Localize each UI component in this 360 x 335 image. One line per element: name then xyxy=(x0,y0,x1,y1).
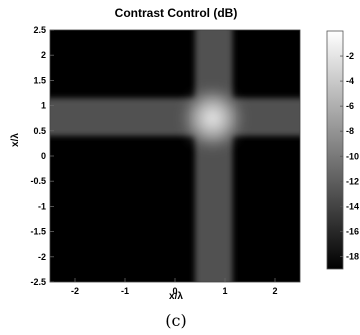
colorbar-ticks: -2 -4 -6 -8 -10 -12 -14 -16 -18 xyxy=(340,51,359,261)
heatmap-background xyxy=(50,30,300,282)
y-tick-label: 1 xyxy=(41,101,46,111)
colorbar-tick-label: -10 xyxy=(346,151,359,161)
y-tick-label: -1 xyxy=(38,201,46,211)
colorbar-tick-label: -12 xyxy=(346,176,359,186)
y-axis-label: x/λ xyxy=(10,133,21,147)
colorbar-tick-label: -14 xyxy=(346,201,359,211)
y-tick-label: -1.5 xyxy=(30,227,46,237)
y-tick-label: 0 xyxy=(41,151,46,161)
colorbar-tick-label: -4 xyxy=(346,76,354,86)
colorbar xyxy=(326,30,344,270)
x-tick-label: 1 xyxy=(222,286,227,296)
x-tick-label: 2 xyxy=(272,286,277,296)
heatmap-spot-peak xyxy=(200,106,225,130)
x-tick-label: 0 xyxy=(172,286,177,296)
y-tick-label: -2 xyxy=(38,252,46,262)
heatmap-band-horizontal xyxy=(50,98,300,136)
x-axis-ticks: -2 -1 0 1 2 xyxy=(71,278,278,296)
x-axis-label: x/λ xyxy=(169,291,183,302)
plot-area xyxy=(50,30,300,282)
colorbar-tick-label: -16 xyxy=(346,226,359,236)
chart-title: Contrast Control (dB) xyxy=(115,6,238,20)
colorbar-tick-label: -2 xyxy=(346,51,354,61)
colorbar-tick-label: -6 xyxy=(346,101,354,111)
y-tick-label: 2.5 xyxy=(33,25,46,35)
figure-caption: (c) xyxy=(165,311,186,330)
x-tick-label: -1 xyxy=(121,286,129,296)
colorbar-tick-label: -8 xyxy=(346,126,354,136)
y-tick-label: 0.5 xyxy=(33,126,46,136)
y-tick-label: 1.5 xyxy=(33,75,46,85)
heatmap-features xyxy=(50,30,300,282)
y-tick-label: -2.5 xyxy=(30,277,46,287)
y-tick-label: -0.5 xyxy=(30,176,46,186)
x-tick-label: -2 xyxy=(71,286,79,296)
heatmap-band-vertical xyxy=(195,30,233,282)
y-tick-label: 2 xyxy=(41,50,46,60)
colorbar-tick-label: -18 xyxy=(346,251,359,261)
y-axis-ticks: 2.5 2 1.5 1 0.5 0 -0.5 -1 -1.5 -2 -2.5 xyxy=(30,25,54,287)
